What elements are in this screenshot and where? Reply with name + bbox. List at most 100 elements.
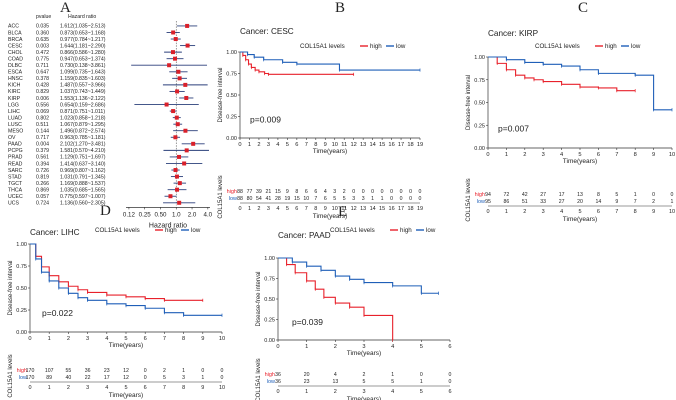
risk-table-cell: 0 <box>419 196 422 202</box>
risk-table-cell: 0 <box>419 189 422 195</box>
forest-x-tick-label: 2.0 <box>188 211 197 218</box>
forest-row-hr-text: 1.581(0.570~4.210) <box>60 148 106 154</box>
km-x-tick-label: 4 <box>105 336 108 342</box>
forest-row-pvalue: 0.717 <box>36 135 49 141</box>
risk-table-tick-label: 5 <box>124 385 127 391</box>
km-y-tick-label: 0.00 <box>226 136 237 142</box>
risk-table-cell: 6 <box>324 196 327 202</box>
risk-table-cell: 8 <box>597 192 600 198</box>
km-pvalue: p=0.022 <box>42 308 73 318</box>
risk-table-cell: 0 <box>449 379 452 385</box>
risk-table-tick-label: 2 <box>67 385 70 391</box>
risk-table-tick-label: 3 <box>267 206 270 212</box>
forest-row-pvalue: 0.561 <box>36 155 49 161</box>
forest-point <box>177 154 182 159</box>
forest-row-cancer: KICH <box>8 83 21 89</box>
forest-x-tick-label: 0.50 <box>154 211 167 218</box>
risk-table-tick-label: 4 <box>276 206 279 212</box>
risk-table-cell: 27 <box>540 192 546 198</box>
forest-row-hr-text: 1.067(0.879~1.295) <box>60 122 106 128</box>
risk-table-cell: 0 <box>420 372 423 378</box>
risk-table-tick-label: 14 <box>370 206 376 212</box>
risk-table-cell: 17 <box>104 375 110 381</box>
km-y-tick-label: 0.50 <box>16 286 27 292</box>
km-x-tick-label: 5 <box>286 142 289 148</box>
km-panel-lihc: Cancer: LIHC COL15A1 levels high low0.000.2… <box>8 227 225 399</box>
km-x-tick-label: 14 <box>369 142 375 148</box>
risk-table-label-low: low <box>267 379 275 385</box>
km-x-tick-label: 19 <box>417 142 423 148</box>
risk-table-cell: 12 <box>123 375 129 381</box>
risk-table-cell: 12 <box>123 368 129 374</box>
risk-table-cell: 0 <box>362 189 365 195</box>
forest-point <box>174 174 179 179</box>
forest-row-pvalue: 0.035 <box>36 24 49 30</box>
risk-table-cell: 95 <box>485 199 491 205</box>
forest-row-cancer: SARC <box>8 168 23 174</box>
km-x-tick-label: 5 <box>578 152 581 158</box>
km-x-tick-label: 9 <box>324 142 327 148</box>
km-x-tick-label: 1 <box>305 344 308 350</box>
km-legend-title: COL15A1 levels <box>95 227 140 234</box>
risk-table-cell: 0 <box>390 189 393 195</box>
risk-table-cell: 0 <box>671 192 674 198</box>
risk-table-tick-label: 17 <box>398 206 404 212</box>
km-x-tick-label: 15 <box>379 142 385 148</box>
km-x-tick-label: 17 <box>398 142 404 148</box>
forest-row-pvalue: 0.711 <box>36 63 49 69</box>
risk-table-cell: 0 <box>400 189 403 195</box>
risk-table-cell: 0 <box>201 368 204 374</box>
risk-table-label-low: low <box>477 199 485 205</box>
forest-row-hr-text: 1.496(0.872~2.574) <box>60 129 106 135</box>
forest-row-pvalue: 0.057 <box>36 194 49 200</box>
risk-table-cell: 8 <box>295 189 298 195</box>
risk-table-cell: 0 <box>144 375 147 381</box>
risk-table-tick-label: 1 <box>48 385 51 391</box>
forest-point <box>185 23 190 28</box>
risk-table-cell: 1 <box>420 379 423 385</box>
forest-row-hr-text: 1.414(0.637~3.140) <box>60 161 106 167</box>
forest-point <box>185 43 190 48</box>
km-title: Cancer: PAAD <box>278 231 331 240</box>
risk-table-tick-label: 9 <box>201 385 204 391</box>
km-x-tick-label: 5 <box>124 336 127 342</box>
forest-row-cancer: ESCA <box>8 70 23 76</box>
forest-row-hr-text: 0.963(0.785~1.181) <box>60 135 106 141</box>
risk-table-tick-label: 19 <box>417 206 423 212</box>
km-title: Cancer: KIRP <box>488 29 539 38</box>
risk-table-tick-label: 3 <box>542 209 545 215</box>
forest-row-hr-text: 1.644(1.181~2.290) <box>60 43 106 49</box>
km-curve-low <box>278 257 439 294</box>
km-x-tick-label: 1 <box>505 152 508 158</box>
risk-table-tick-label: 5 <box>420 389 423 395</box>
risk-table-label-high: high <box>475 192 485 198</box>
risk-table-label-high: high <box>227 189 237 195</box>
risk-table-tick-label: 13 <box>360 206 366 212</box>
forest-row-hr-text: 1.035(0.685~1.565) <box>60 187 106 193</box>
forest-row-hr-text: 1.037(0.743~1.449) <box>60 89 106 95</box>
risk-table-cell: 86 <box>504 199 510 205</box>
km-y-tick-label: 0.75 <box>16 264 27 270</box>
risk-table-tick-label: 1 <box>305 389 308 395</box>
risk-table-label-low: low <box>229 196 237 202</box>
km-x-tick-label: 8 <box>634 152 637 158</box>
km-x-tick-label: 2 <box>334 344 337 350</box>
forest-row-cancer: BLCA <box>8 30 22 36</box>
km-x-tick-label: 3 <box>86 336 89 342</box>
km-x-tick-label: 16 <box>388 142 394 148</box>
risk-table-cell: 15 <box>275 189 281 195</box>
forest-row-pvalue: 0.360 <box>36 30 49 36</box>
km-x-tick-label: 4 <box>391 344 394 350</box>
risk-table-cell: 40 <box>66 375 72 381</box>
forest-point <box>183 128 188 133</box>
km-title: Cancer: LIHC <box>30 228 80 237</box>
forest-row-pvalue: 0.004 <box>36 142 49 148</box>
panel-letter-d: D <box>100 203 111 219</box>
risk-table-cell: 19 <box>284 196 290 202</box>
risk-table-cell: 94 <box>485 192 491 198</box>
km-y-tick-label: 1.00 <box>474 55 485 61</box>
risk-table-cell: 0 <box>371 189 374 195</box>
risk-table-cell: 5 <box>343 196 346 202</box>
km-y-axis-title: Disease-free interval <box>218 67 224 122</box>
